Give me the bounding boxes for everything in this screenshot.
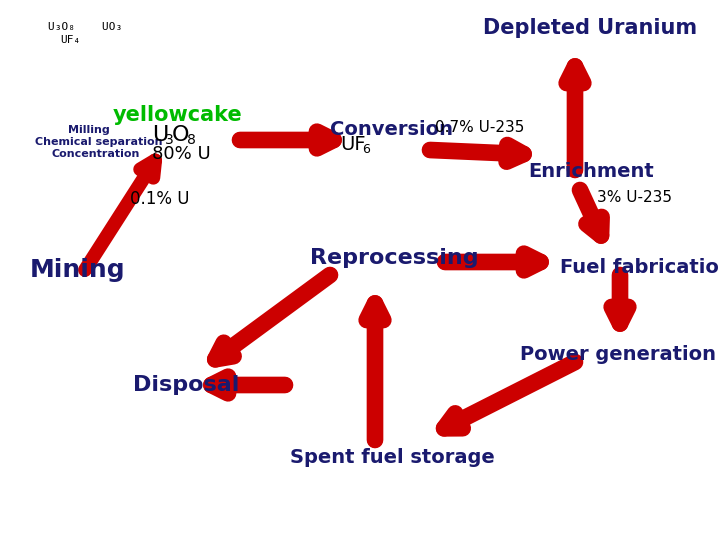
Text: O: O (172, 125, 189, 145)
Text: Conversion: Conversion (330, 120, 453, 139)
Text: Milling: Milling (68, 125, 109, 135)
Text: Depleted Uranium: Depleted Uranium (483, 18, 697, 38)
Text: 3% U-235: 3% U-235 (597, 190, 672, 205)
Text: U₃O₈    UO₃: U₃O₈ UO₃ (48, 22, 122, 32)
Text: 0.7% U-235: 0.7% U-235 (435, 120, 524, 135)
Text: 0.1% U: 0.1% U (130, 190, 189, 208)
Text: UF₄: UF₄ (60, 35, 80, 45)
Text: 6: 6 (362, 143, 370, 156)
Text: Reprocessing: Reprocessing (310, 248, 479, 268)
Text: Chemical separation: Chemical separation (35, 137, 163, 147)
Text: Concentration: Concentration (52, 149, 140, 159)
Text: Power generation: Power generation (520, 345, 716, 364)
Text: 80% U: 80% U (152, 145, 211, 163)
Text: Fuel fabrication: Fuel fabrication (560, 258, 720, 277)
Text: Disposal: Disposal (133, 375, 239, 395)
Text: 8: 8 (187, 133, 196, 147)
Text: yellowcake: yellowcake (113, 105, 243, 125)
Text: Enrichment: Enrichment (528, 162, 654, 181)
Text: U: U (152, 125, 168, 145)
Text: Mining: Mining (30, 258, 125, 282)
Text: UF: UF (340, 135, 366, 154)
Text: Spent fuel storage: Spent fuel storage (290, 448, 495, 467)
Text: 3: 3 (165, 133, 174, 147)
